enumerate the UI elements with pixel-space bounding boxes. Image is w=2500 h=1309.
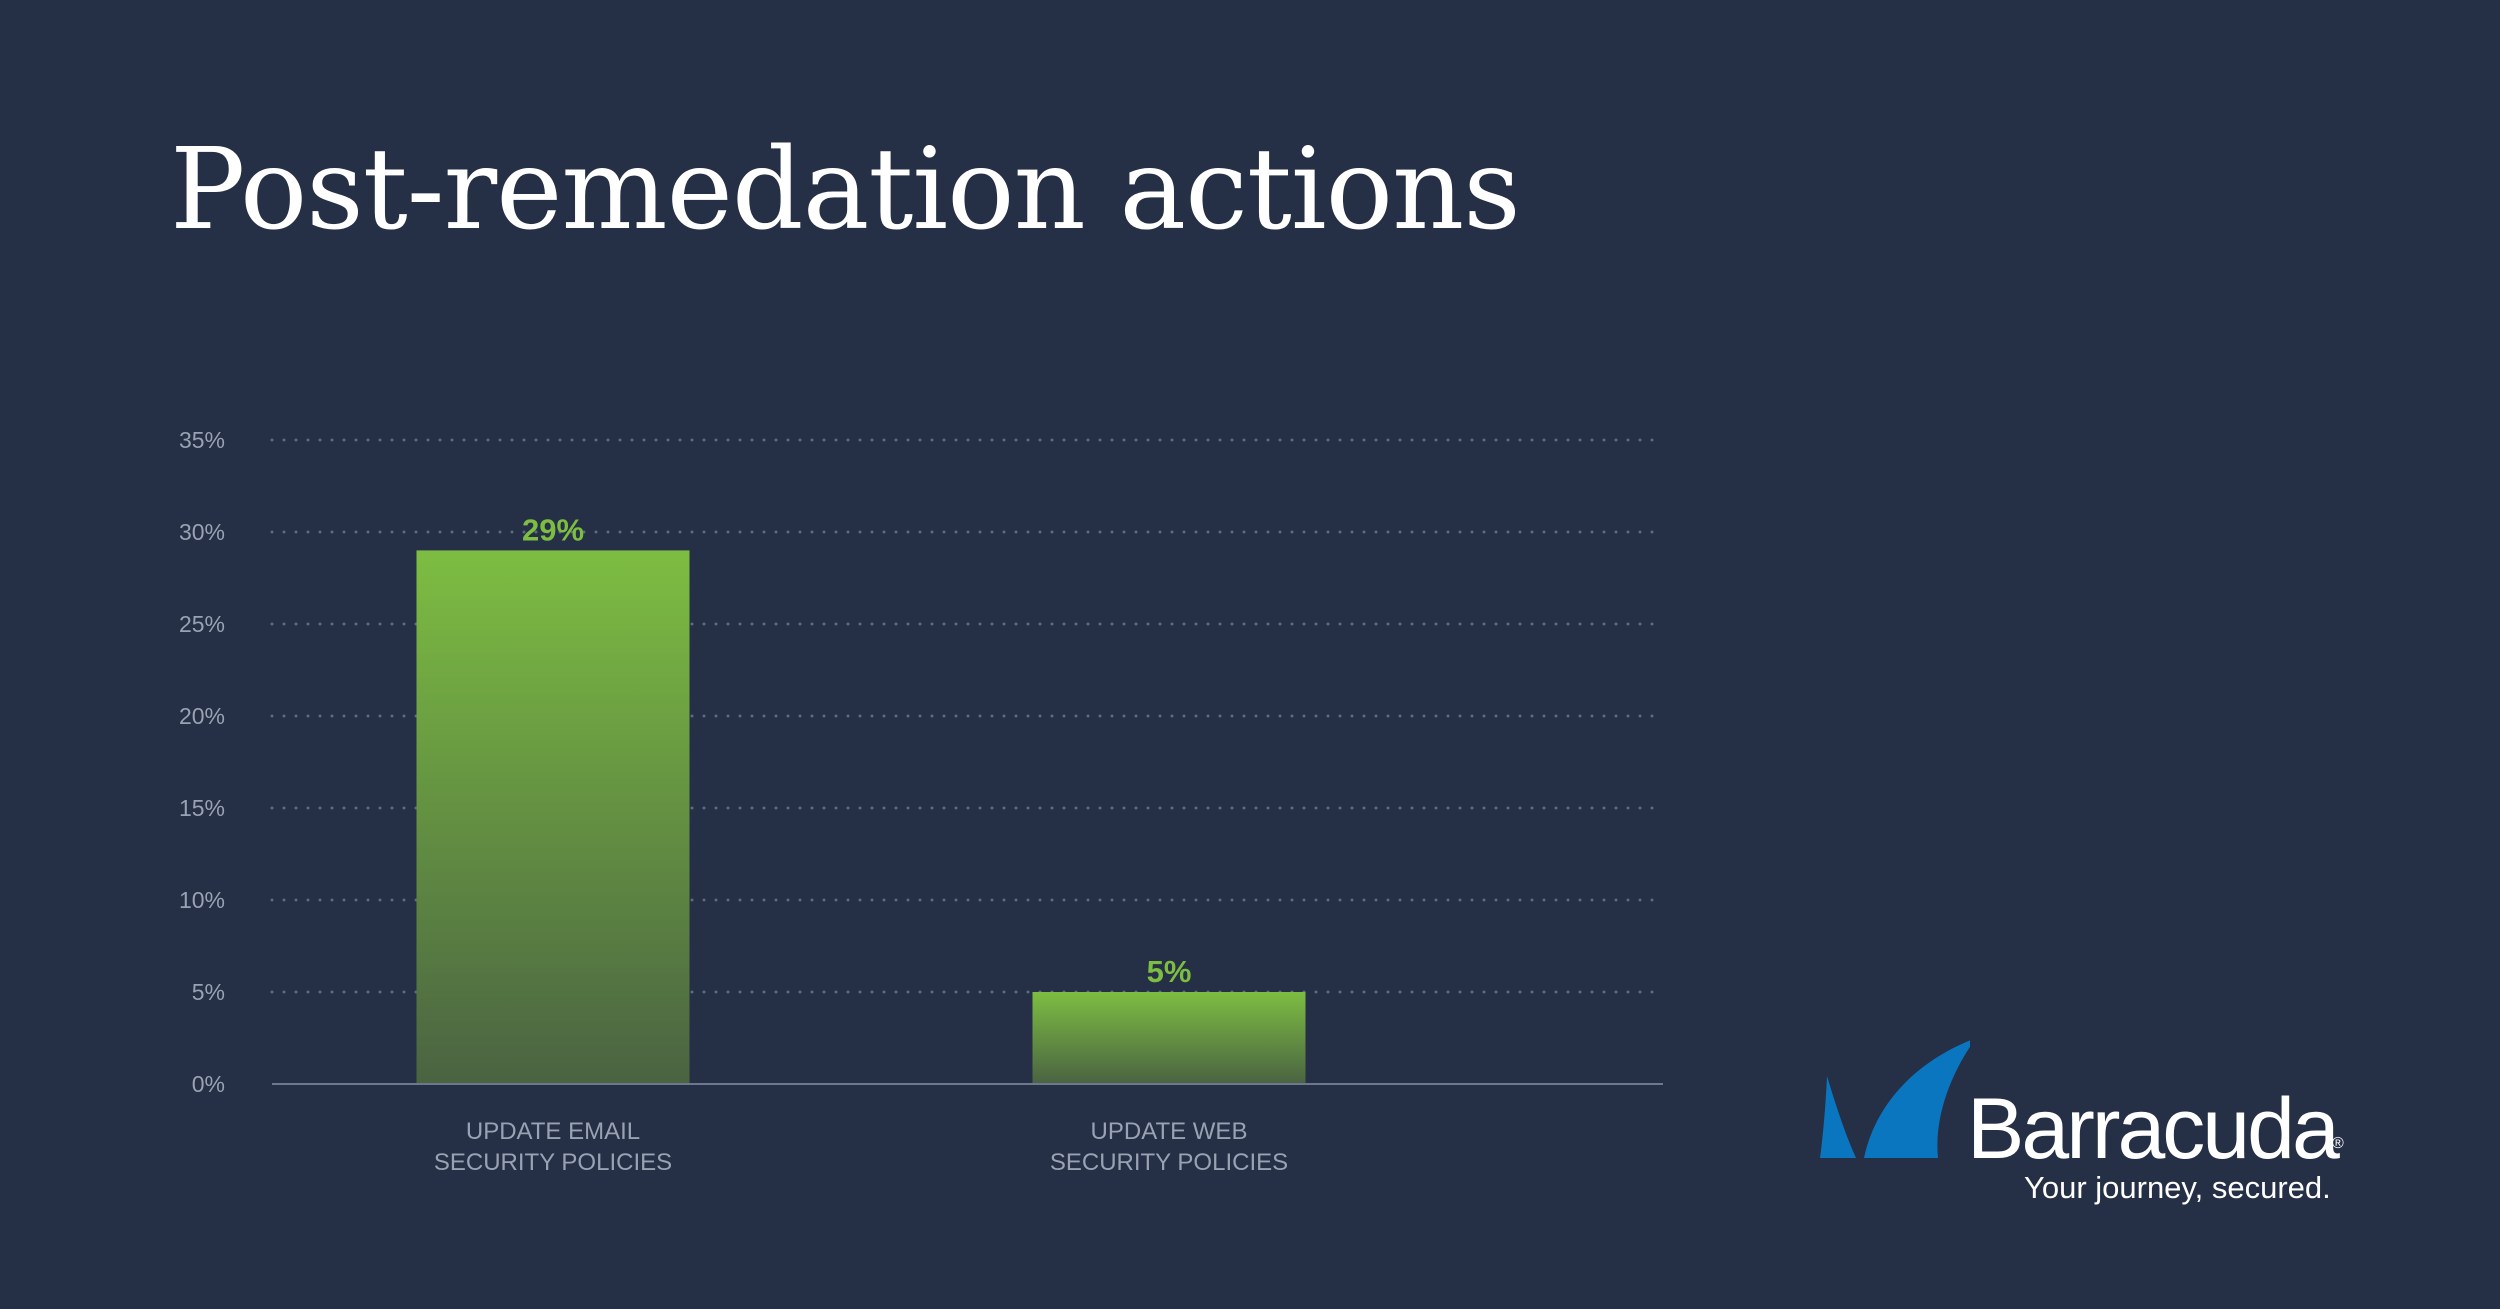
y-tick-label: 0% xyxy=(192,1071,225,1097)
y-tick-label: 25% xyxy=(179,611,225,637)
logo-tagline: Your journey, secured. xyxy=(2024,1170,2331,1205)
shark-fin-icon xyxy=(1820,1040,1970,1158)
y-tick-label: 20% xyxy=(179,703,225,729)
logo-wordmark: Barracuda xyxy=(1967,1081,2340,1177)
page-title: Post-remedation actions xyxy=(170,125,1521,255)
grid-lines xyxy=(270,438,1665,994)
y-tick-label: 10% xyxy=(179,887,225,913)
bars xyxy=(416,550,1306,1084)
bar xyxy=(416,550,690,1084)
data-label: 5% xyxy=(1147,954,1192,989)
data-labels: 29% 5% xyxy=(522,512,1191,989)
y-tick-label: 5% xyxy=(192,979,225,1005)
x-tick-label: UPDATE EMAIL SECURITY POLICIES xyxy=(434,1118,672,1176)
x-tick-label: UPDATE WEB SECURITY POLICIES xyxy=(1050,1118,1288,1176)
y-tick-label: 35% xyxy=(179,427,225,453)
bar xyxy=(1032,992,1306,1084)
y-tick-label: 30% xyxy=(179,519,225,545)
x-axis-labels: UPDATE EMAIL SECURITY POLICIES UPDATE WEB S… xyxy=(434,1118,1288,1176)
y-tick-label: 15% xyxy=(179,795,225,821)
y-axis-ticks: 0% 5% 10% 15% 20% 25% 30% 35% xyxy=(179,427,225,1097)
data-label: 29% xyxy=(522,512,584,547)
barracuda-logo: Barracuda ® Your journey, secured. xyxy=(1810,1030,2370,1210)
registered-mark: ® xyxy=(2332,1135,2344,1152)
